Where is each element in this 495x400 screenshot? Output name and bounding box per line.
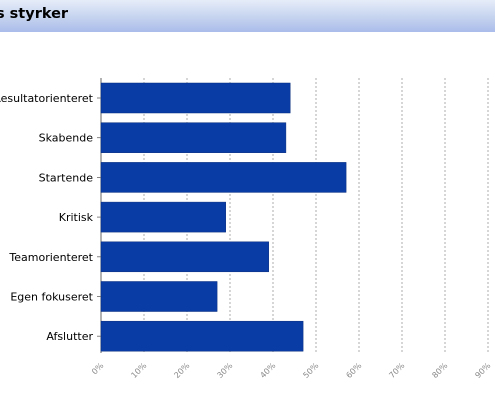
bar-startende	[100, 162, 347, 193]
bar-skabende	[100, 122, 287, 153]
category-label: Teamorienteret	[8, 251, 93, 264]
page-title: s styrker	[0, 6, 69, 22]
category-label: Egen fokuseret	[10, 291, 93, 304]
x-tick-label: 0%	[90, 361, 106, 377]
x-tick-label: 50%	[301, 361, 320, 380]
x-tick-label: 90%	[473, 361, 492, 380]
x-tick-label: 60%	[344, 361, 363, 380]
x-tick-label: 30%	[215, 361, 234, 380]
category-label: Skabende	[39, 132, 94, 145]
header-bar: s styrker	[0, 0, 495, 32]
bar-afslutter	[100, 320, 304, 352]
bar-resultatorienteret	[100, 82, 291, 114]
category-label: Resultatorienteret	[0, 92, 94, 105]
bar-teamorienteret	[100, 241, 269, 273]
x-tick-label: 40%	[258, 361, 277, 380]
x-tick-label: 70%	[387, 361, 406, 380]
x-tick-label: 80%	[430, 361, 449, 380]
x-tick-label: 20%	[172, 361, 191, 380]
category-label: Startende	[39, 171, 94, 184]
category-label: Kritisk	[59, 211, 94, 224]
bar-egen-fokuseret	[100, 281, 218, 312]
category-label: Afslutter	[46, 330, 93, 343]
x-tick-label: 10%	[129, 361, 148, 380]
bar-kritisk	[100, 201, 226, 233]
